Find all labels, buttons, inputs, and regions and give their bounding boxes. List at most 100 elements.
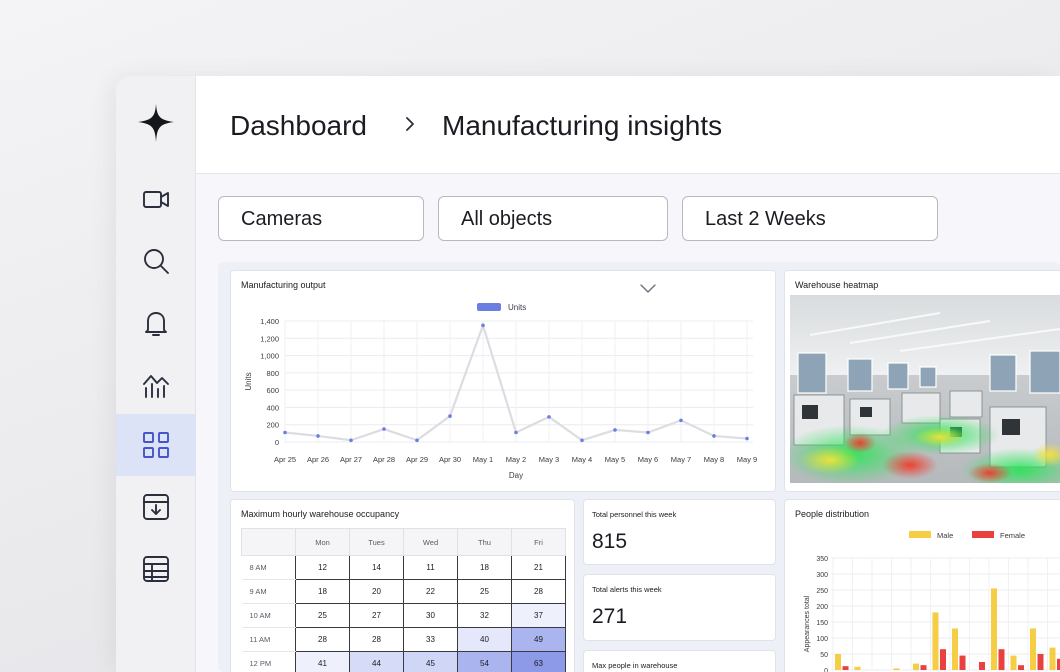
stat-value: 271 xyxy=(592,605,628,628)
bar xyxy=(842,666,849,670)
x-tick-label: May 5 xyxy=(605,455,625,464)
occupancy-cell: 63 xyxy=(511,651,566,672)
x-tick-label: May 8 xyxy=(704,455,724,464)
occupancy-cell: 30 xyxy=(403,603,458,628)
occupancy-cell: 25 xyxy=(457,579,512,604)
occupancy-cell: 28 xyxy=(511,579,566,604)
row-time-label: 12 PM xyxy=(241,651,296,672)
sidebar-item-cameras[interactable] xyxy=(116,168,196,230)
data-point xyxy=(580,438,584,443)
data-point xyxy=(481,323,485,328)
app-window: Dashboard Manufacturing insights Cameras… xyxy=(116,76,1060,672)
occupancy-cell: 32 xyxy=(457,603,512,628)
y-tick-label: 50 xyxy=(820,652,828,659)
sidebar-item-tables[interactable] xyxy=(116,538,196,600)
bar xyxy=(1037,654,1044,670)
y-tick-label: 300 xyxy=(816,572,828,579)
dashboard-grid: Manufacturing output 1,400 1,200 1,000 800 6… xyxy=(218,262,1060,672)
x-tick-label: Apr 28 xyxy=(373,455,395,464)
bar xyxy=(1049,647,1056,670)
table-row: 11 AM 28 28 33 40 49 xyxy=(241,627,566,652)
legend-label: Units xyxy=(508,303,526,312)
date-range-filter[interactable]: Last 2 Weeks xyxy=(682,196,938,241)
sidebar-item-archive[interactable] xyxy=(116,476,196,538)
occupancy-cell: 41 xyxy=(295,651,350,672)
x-tick-label: Apr 25 xyxy=(274,455,296,464)
sidebar-item-search[interactable] xyxy=(116,230,196,292)
data-point xyxy=(349,438,353,443)
occupancy-cell: 33 xyxy=(403,627,458,652)
table-corner xyxy=(241,528,296,556)
x-tick-label: Apr 29 xyxy=(406,455,428,464)
occupancy-cell: 25 xyxy=(295,603,350,628)
legend-swatch xyxy=(477,303,501,311)
data-point xyxy=(745,436,749,441)
y-tick-label: 400 xyxy=(266,403,279,412)
objects-filter[interactable]: All objects xyxy=(438,196,668,241)
chevron-down-icon[interactable] xyxy=(639,283,657,295)
y-axis-label: Units xyxy=(244,372,253,390)
occupancy-table: Mon Tues Wed Thu Fri 8 AM 12 14 11 18 21 9 AM 1… xyxy=(241,528,566,672)
spark-logo[interactable] xyxy=(136,102,176,144)
data-point xyxy=(316,434,320,438)
data-point xyxy=(283,430,287,435)
occupancy-cell: 27 xyxy=(349,603,404,628)
max-people-stat-card: Max people in warehouse xyxy=(583,650,776,672)
bar xyxy=(998,649,1005,670)
bar xyxy=(1057,658,1060,670)
occupancy-card: Maximum hourly warehouse occupancy Mon T… xyxy=(230,499,575,672)
y-tick-label: 0 xyxy=(824,668,828,672)
breadcrumb-dashboard[interactable]: Dashboard xyxy=(230,110,367,141)
column-header: Mon xyxy=(295,528,350,556)
x-tick-label: May 2 xyxy=(506,455,526,464)
sidebar xyxy=(116,76,196,672)
y-tick-label: 200 xyxy=(266,421,279,430)
stat-label: Max people in warehouse xyxy=(592,661,678,670)
sidebar-item-dashboards[interactable] xyxy=(116,414,196,476)
row-time-label: 9 AM xyxy=(241,579,296,604)
bar xyxy=(835,654,841,670)
cameras-filter[interactable]: Cameras xyxy=(218,196,424,241)
people-distribution-card: People distribution 350 300 250 200 150 100 50… xyxy=(784,499,1060,672)
x-tick-label: May 7 xyxy=(671,455,691,464)
x-tick-label: May 1 xyxy=(473,455,493,464)
occupancy-cell: 28 xyxy=(295,627,350,652)
sidebar-item-analytics[interactable] xyxy=(116,354,196,416)
y-tick-label: 1,200 xyxy=(260,334,279,343)
y-tick-label: 1,000 xyxy=(260,352,279,361)
occupancy-cell: 21 xyxy=(511,555,566,580)
stat-label: Total personnel this week xyxy=(592,510,677,519)
warehouse-heatmap-image[interactable] xyxy=(790,295,1060,483)
analytics-icon xyxy=(143,375,169,398)
bar xyxy=(854,666,861,670)
data-point xyxy=(646,430,650,435)
card-title: People distribution xyxy=(795,509,870,519)
bar xyxy=(940,649,946,670)
data-point xyxy=(415,438,419,443)
x-tick-label: May 6 xyxy=(638,455,658,464)
data-point xyxy=(382,427,386,431)
occupancy-cell: 14 xyxy=(349,555,404,580)
bar xyxy=(893,668,900,670)
x-axis-label: Day xyxy=(509,471,523,480)
data-point xyxy=(514,430,518,435)
y-tick-label: 200 xyxy=(816,604,828,611)
y-tick-label: 100 xyxy=(816,636,828,643)
y-tick-label: 250 xyxy=(816,588,828,595)
occupancy-cell: 40 xyxy=(457,627,512,652)
page-header: Dashboard Manufacturing insights xyxy=(196,76,1060,174)
bar xyxy=(952,628,958,670)
bar xyxy=(979,662,985,670)
legend-label: Female xyxy=(1000,531,1025,540)
y-tick-label: 350 xyxy=(816,556,828,563)
legend-swatch xyxy=(909,531,931,538)
row-time-label: 10 AM xyxy=(241,603,296,628)
bar xyxy=(959,655,966,670)
stat-value: 815 xyxy=(592,530,628,553)
occupancy-cell: 54 xyxy=(457,651,512,672)
y-tick-label: 600 xyxy=(266,386,279,395)
sidebar-item-alerts[interactable] xyxy=(116,292,196,354)
bar xyxy=(1010,655,1017,670)
x-tick-label: May 9 xyxy=(737,455,757,464)
legend-label: Male xyxy=(937,531,953,540)
